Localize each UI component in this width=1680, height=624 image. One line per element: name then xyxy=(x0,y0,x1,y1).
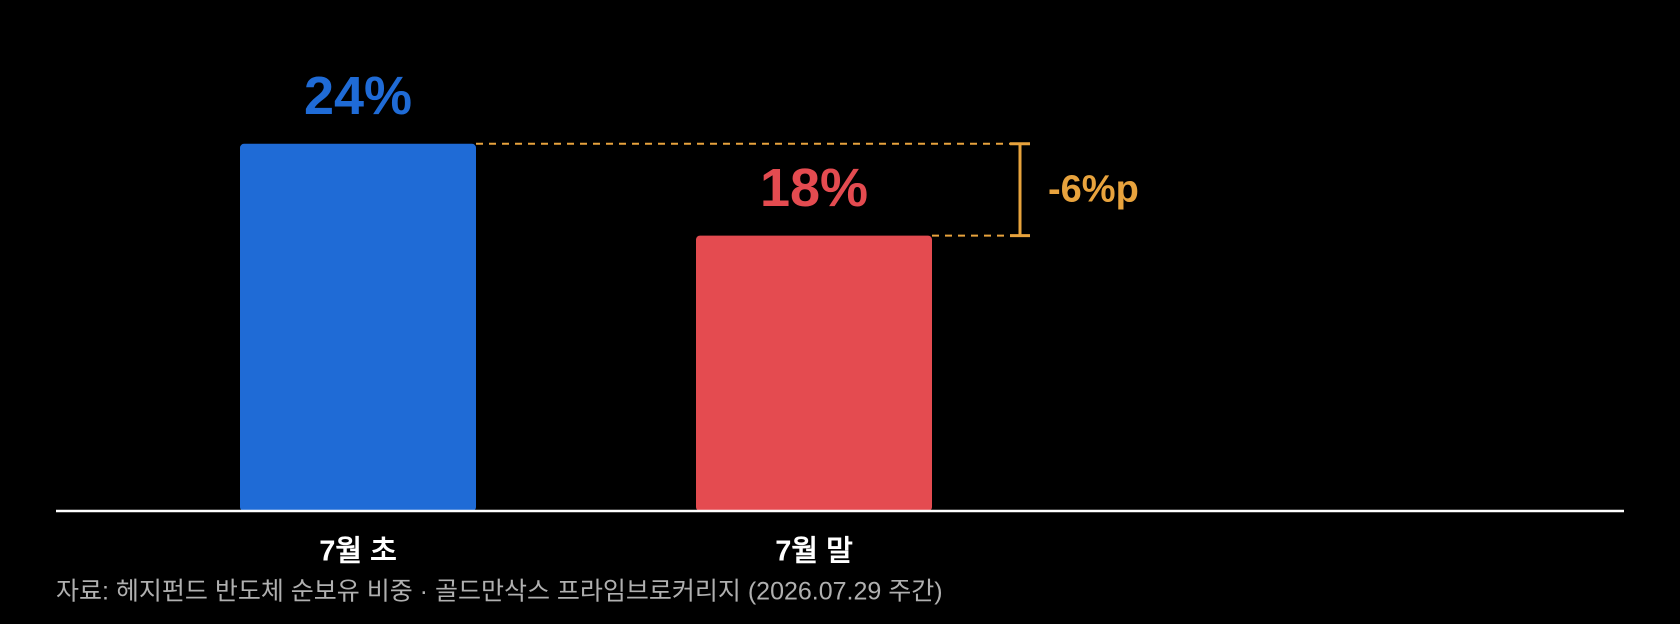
bar xyxy=(240,143,476,512)
value-label: 18% xyxy=(760,158,868,218)
value-label: 24% xyxy=(304,66,412,126)
x-tick-label: 7월 초 xyxy=(319,535,397,568)
x-tick-label: 7월 말 xyxy=(775,535,853,568)
source-note: 자료: 헤지펀드 반도체 순보유 비중 · 골드만삭스 프라임브로커리지 (20… xyxy=(56,578,943,606)
difference-label: -6%p xyxy=(1048,169,1139,211)
bar xyxy=(696,235,932,511)
